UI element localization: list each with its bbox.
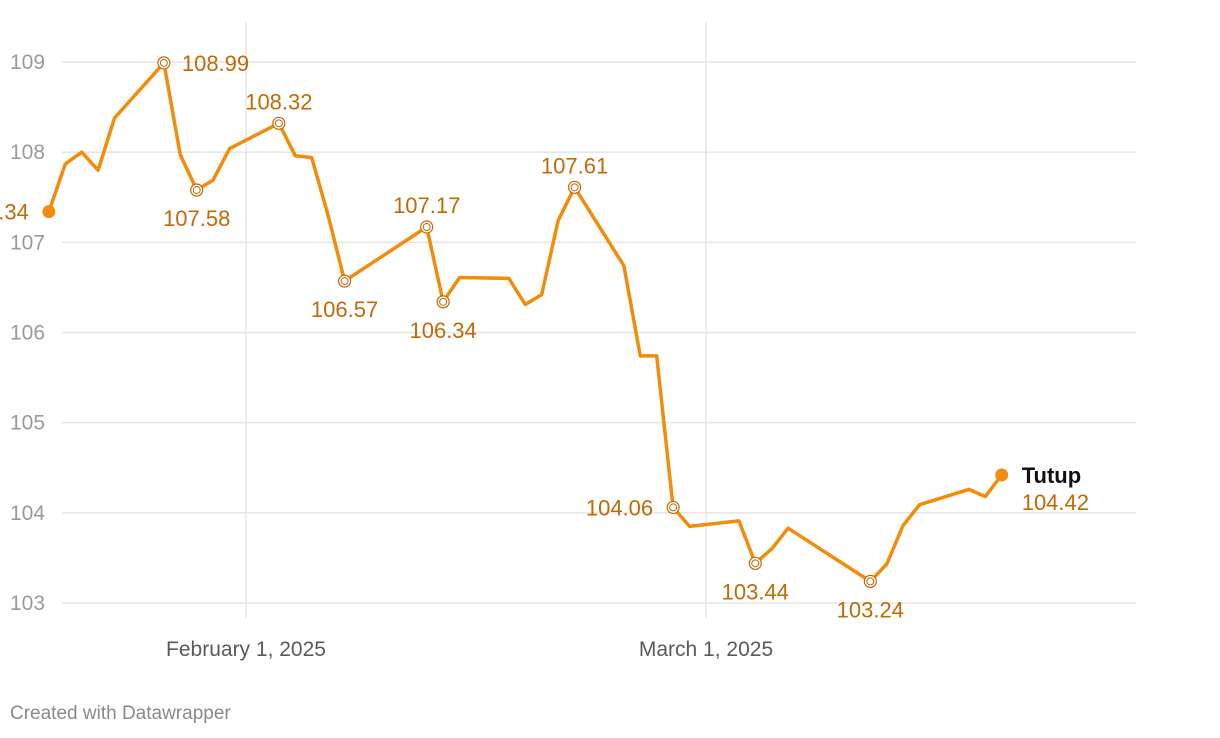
data-point-marker xyxy=(337,274,352,288)
data-point-marker xyxy=(748,556,762,570)
y-tick-label: 105 xyxy=(10,412,45,435)
data-point-marker xyxy=(157,56,171,70)
data-label: 107.58 xyxy=(163,206,230,231)
y-tick-label: 103 xyxy=(10,592,45,615)
data-point-marker-inner xyxy=(192,186,201,195)
y-tick-label: 104 xyxy=(10,502,45,525)
data-point-marker xyxy=(436,295,450,309)
data-label: 107.34 xyxy=(0,200,29,225)
data-label: 108.32 xyxy=(245,89,312,114)
series-line-tutup xyxy=(47,61,1004,584)
y-tick-label: 107 xyxy=(10,231,45,254)
data-point-marker-inner xyxy=(751,559,760,568)
data-point-marker-inner xyxy=(159,58,168,67)
data-point-marker xyxy=(567,180,582,194)
data-point-marker-inner xyxy=(439,297,448,306)
data-point-marker-inner xyxy=(669,503,678,512)
y-tick-label: 109 xyxy=(10,51,45,74)
datawrapper-credit[interactable]: Created with Datawrapper xyxy=(10,703,231,724)
data-point-marker xyxy=(42,205,56,219)
data-label: 103.24 xyxy=(837,597,904,622)
data-label: 103.44 xyxy=(722,579,789,604)
data-label: 107.61 xyxy=(541,153,608,178)
series-name-label: Tutup xyxy=(1022,463,1081,488)
data-point-marker-inner xyxy=(274,119,283,128)
data-point-marker xyxy=(190,183,204,197)
data-point-marker xyxy=(420,220,434,234)
data-point-marker-inner xyxy=(570,183,579,192)
x-tick-label: February 1, 2025 xyxy=(166,638,326,661)
data-label: 106.34 xyxy=(409,318,476,343)
data-point-marker xyxy=(995,468,1009,482)
chart-svg: 103 104 105 106 107 108 109 February 1, 2025 Mar… xyxy=(0,22,1136,661)
data-point-marker-inner xyxy=(866,577,875,586)
data-point-marker xyxy=(272,116,286,130)
data-label: 108.99 xyxy=(182,51,249,76)
data-label: 104.06 xyxy=(586,495,653,520)
y-tick-label: 108 xyxy=(10,141,45,164)
line-chart: 103 104 105 106 107 108 109 February 1, 2025 Mar… xyxy=(0,22,1136,661)
data-label: 107.17 xyxy=(393,193,460,218)
data-point-marker xyxy=(863,574,877,588)
data-label: 104.42 xyxy=(1022,490,1089,515)
data-label: 106.57 xyxy=(311,297,378,322)
x-tick-label: March 1, 2025 xyxy=(639,638,773,661)
y-tick-label: 106 xyxy=(10,322,45,345)
data-point-marker-inner xyxy=(422,223,431,232)
data-point-marker xyxy=(666,500,680,515)
data-point-marker-inner xyxy=(340,277,349,286)
